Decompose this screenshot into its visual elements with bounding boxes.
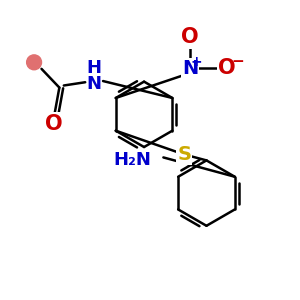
Text: O: O (218, 58, 236, 78)
Text: H₂N: H₂N (114, 152, 152, 169)
Text: O: O (45, 114, 62, 134)
Text: +: + (191, 55, 203, 69)
Text: −: − (231, 54, 244, 69)
Text: N: N (182, 59, 198, 78)
Text: S: S (177, 145, 191, 164)
Text: H
N: H N (86, 59, 101, 93)
Circle shape (27, 55, 41, 70)
Text: O: O (181, 27, 199, 47)
